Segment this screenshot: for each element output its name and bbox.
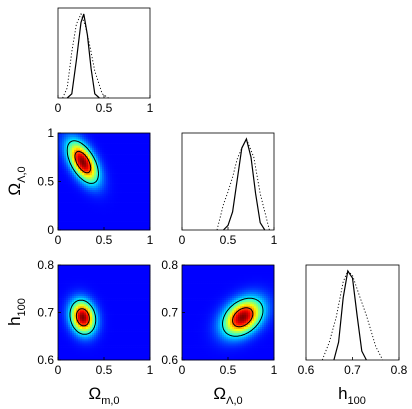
marginal-h-xtick-label: 0.6 [298, 363, 315, 377]
joint-ol-h-ytick-label: 0.6 [161, 353, 178, 367]
marginal-om-xtick-label: 1 [147, 101, 154, 115]
marginal-om-solid-line [66, 13, 100, 99]
marginal-h-xtick-label: 0.8 [391, 363, 408, 377]
joint-ol-h-xtick-label: 1 [271, 363, 278, 377]
marginal-h-dotted-line [321, 270, 384, 361]
marginal-ol-dotted-line [216, 137, 270, 231]
joint-om-ol-panel [58, 133, 151, 231]
marginal-h-solid-line [333, 269, 367, 361]
ylabel-h100: h100 [5, 298, 28, 326]
joint-om-h-contour-2sigma [69, 299, 97, 335]
joint-om-ol-xtick-label: 0.5 [96, 233, 113, 247]
marginal-om-dotted-line [62, 12, 109, 99]
marginal-ol-xtick-label: 0.5 [220, 233, 237, 247]
marginal-ol-xtick-label: 0 [179, 233, 186, 247]
marginal-om-xtick-label: 0.5 [96, 101, 113, 115]
ylabel-omega-lambda: ΩΛ,0 [5, 166, 28, 195]
joint-om-h-panel [58, 265, 151, 361]
joint-om-ol-xtick-label: 0 [55, 233, 62, 247]
xlabel-omega-m: Ωm,0 [88, 384, 119, 407]
joint-om-ol-ytick-label: 0 [47, 223, 54, 237]
marginal-h-xtick-label: 0.7 [344, 363, 361, 377]
joint-ol-h-xtick-label: 0.5 [220, 363, 237, 377]
marginal-ol-xtick-label: 1 [271, 233, 278, 247]
joint-om-ol-xtick-label: 1 [147, 233, 154, 247]
marginal-h-panel [306, 265, 399, 361]
xlabel-h100: h100 [338, 384, 366, 407]
joint-ol-h-panel [182, 265, 275, 361]
joint-om-ol-ytick-label: 0.5 [37, 175, 54, 189]
marginal-om-panel [58, 8, 150, 99]
joint-om-ol-contour-2sigma [66, 140, 99, 184]
joint-ol-h-ytick-label: 0.7 [161, 306, 178, 320]
joint-om-h-ytick-label: 0.7 [37, 306, 54, 320]
joint-om-ol-ytick-label: 1 [47, 126, 54, 140]
xlabel-omega-lambda: ΩΛ,0 [213, 384, 242, 407]
joint-om-h-xtick-label: 0.5 [96, 363, 113, 377]
joint-ol-h-contour-1sigma [232, 307, 254, 328]
joint-om-h-contour-1sigma [75, 308, 90, 327]
marginal-om-xtick-label: 0 [55, 101, 62, 115]
joint-om-ol-contour-1sigma [74, 150, 92, 174]
joint-om-h-ytick-label: 0.8 [37, 258, 54, 272]
marginal-ol-panel [182, 133, 274, 231]
joint-om-h-ytick-label: 0.6 [37, 353, 54, 367]
joint-ol-h-contour-2sigma [221, 297, 264, 337]
joint-ol-h-ytick-label: 0.8 [161, 258, 178, 272]
joint-om-h-xtick-label: 0 [55, 363, 62, 377]
joint-om-h-xtick-label: 1 [147, 363, 154, 377]
joint-ol-h-xtick-label: 0 [179, 363, 186, 377]
marginal-ol-solid-line [222, 137, 266, 231]
